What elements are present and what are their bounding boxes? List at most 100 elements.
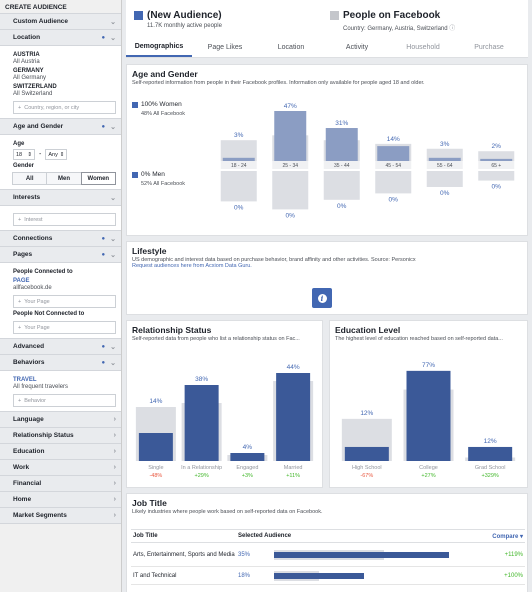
relationship-chart: 14% Single -48% 38% In a Relationship +29% 4% E… <box>135 364 314 479</box>
audience-bar <box>138 433 173 461</box>
category-tick-label: Engaged <box>236 465 258 471</box>
education-desc: The highest level of education reached b… <box>335 336 503 342</box>
women-data-label: 3% <box>440 141 450 148</box>
connections-row[interactable]: Connections ● ⌄ <box>0 230 121 247</box>
dot-icon: ● <box>101 235 106 242</box>
table-row[interactable]: Arts, Entertainment, Sports and Media 35%… <box>131 543 525 567</box>
your-page-placeholder-2: Your Page <box>24 324 50 331</box>
col-selected-audience: Selected Audience <box>238 533 292 539</box>
tab-household[interactable]: Household <box>406 43 440 51</box>
compare-label: Compare <box>492 533 519 540</box>
chevron-right-icon: › <box>113 464 116 471</box>
women-legend-label: 100% Women <box>141 101 182 108</box>
sidebar-section-home[interactable]: Home › <box>0 491 121 508</box>
plus-icon: + <box>18 298 22 305</box>
gender-all-button[interactable]: All <box>12 172 48 185</box>
interests-body: + Interest <box>0 206 121 231</box>
gender-men-button[interactable]: Men <box>46 172 82 185</box>
sidebar: CREATE AUDIENCE Custom Audience ⌄ Locati… <box>0 0 122 592</box>
category-band <box>478 161 515 169</box>
relationship-title: Relationship Status <box>132 325 212 335</box>
country-switzerland: SWITZERLAND <box>13 84 57 90</box>
sort-down-icon: ▾ <box>519 533 523 540</box>
sidebar-section-education[interactable]: Education › <box>0 443 121 460</box>
acxiom-link[interactable]: Request audiences here from Acxiom Data … <box>132 263 252 269</box>
job-bar-cell: 35% <box>238 543 478 566</box>
interests-row[interactable]: Interests ⌄ <box>0 189 121 206</box>
col-compare[interactable]: Compare ▾ <box>478 533 525 540</box>
job-title-card: Job Title Likely industries where people… <box>126 493 528 592</box>
category-tick-label: College <box>419 465 438 471</box>
compare-label: -48% <box>149 473 162 479</box>
women-bar <box>222 157 255 161</box>
lifestyle-desc-text: US demographic and interest data based o… <box>132 257 416 263</box>
data-label: 12% <box>360 410 373 417</box>
tab-demographics[interactable]: Demographics <box>126 37 192 57</box>
tab-page-likes[interactable]: Page Likes <box>207 43 243 51</box>
tab-activity[interactable]: Activity <box>345 43 369 51</box>
category-tick-label: 18 - 24 <box>231 163 247 169</box>
chevron-right-icon: › <box>113 512 116 519</box>
advanced-label: Advanced <box>13 343 45 350</box>
age-min-value: 18 <box>16 151 23 158</box>
dot-icon: ● <box>101 34 106 41</box>
sidebar-section-market-segments[interactable]: Market Segments › <box>0 507 121 524</box>
behaviors-row[interactable]: Behaviors ● ⌄ <box>0 354 121 371</box>
your-page-input-2[interactable]: + Your Page <box>13 321 116 334</box>
job-audience-bar <box>274 572 364 579</box>
sidebar-section-work[interactable]: Work › <box>0 459 121 476</box>
age-label: Age <box>13 141 25 147</box>
audience-bar <box>468 446 513 461</box>
chevron-down-icon: ⌄ <box>110 359 116 367</box>
job-name: IT and Technical <box>133 572 177 579</box>
men-data-label: 0% <box>234 204 244 211</box>
dot-icon: ● <box>101 343 106 350</box>
fb-women-bar <box>220 140 257 161</box>
pages-body: People Connected to PAGE allfacebook.de … <box>0 263 121 339</box>
women-data-label: 2% <box>492 143 502 150</box>
women-legend-swatch <box>132 101 138 108</box>
compare-label: +29% <box>195 473 209 479</box>
age-gender-card: Age and Gender Self-reported information… <box>126 64 528 236</box>
compare-label: -67% <box>360 473 373 479</box>
sidebar-section-relationship-status[interactable]: Relationship Status › <box>0 427 121 444</box>
data-label: 4% <box>243 444 253 451</box>
women-bar <box>274 111 307 161</box>
your-page-input-1[interactable]: + Your Page <box>13 295 116 308</box>
category-band <box>272 161 309 169</box>
age-gender-row[interactable]: Age and Gender ● ⌄ <box>0 118 121 135</box>
tab-purchase[interactable]: Purchase <box>474 43 504 51</box>
age-gender-label: Age and Gender <box>13 123 64 130</box>
age-max-select[interactable]: Any ⇕ <box>45 149 68 160</box>
tab-location[interactable]: Location <box>277 43 305 51</box>
location-row[interactable]: Location ● ⌄ <box>0 29 121 46</box>
custom-audience-row[interactable]: Custom Audience ⌄ <box>0 13 121 30</box>
lifestyle-info-button[interactable]: i <box>312 288 332 308</box>
dot-icon: ● <box>101 359 106 366</box>
compare-label: +3% <box>242 473 253 479</box>
sidebar-section-financial[interactable]: Financial › <box>0 475 121 492</box>
job-title-heading: Job Title <box>132 498 167 508</box>
category-tick-label: 55 - 64 <box>437 163 453 169</box>
age-min-select[interactable]: 18 ⇕ <box>13 149 35 160</box>
advanced-row[interactable]: Advanced ● ⌄ <box>0 338 121 355</box>
women-fb-label: 48% All Facebook <box>141 111 186 117</box>
gender-women-button[interactable]: Women <box>80 172 116 185</box>
women-data-label: 14% <box>387 136 400 143</box>
men-data-label: 0% <box>492 184 502 191</box>
behavior-input[interactable]: + Behavior <box>13 394 116 407</box>
location-input[interactable]: + Country, region, or city <box>13 101 116 114</box>
sidebar-section-label: Work <box>13 464 30 471</box>
sidebar-section-language[interactable]: Language › <box>0 411 121 428</box>
data-label: 77% <box>422 362 435 369</box>
table-row[interactable]: IT and Technical 18% +100% <box>131 567 525 585</box>
col-job-title: Job Title <box>133 533 158 539</box>
category-band <box>323 161 360 169</box>
pages-row[interactable]: Pages ● ⌄ <box>0 246 121 263</box>
page-value: allfacebook.de <box>13 285 52 291</box>
category-tick-label: In a Relationship <box>181 465 222 471</box>
facebook-title: People on Facebook <box>343 10 441 21</box>
audience-bar <box>184 385 219 461</box>
interest-input[interactable]: + Interest <box>13 213 116 226</box>
info-icon[interactable]: ⓘ <box>449 26 456 32</box>
